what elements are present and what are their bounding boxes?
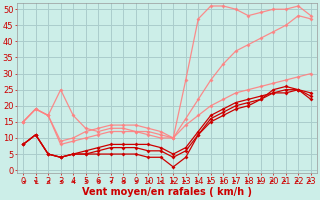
X-axis label: Vent moyen/en rafales ( km/h ): Vent moyen/en rafales ( km/h ): [82, 187, 252, 197]
